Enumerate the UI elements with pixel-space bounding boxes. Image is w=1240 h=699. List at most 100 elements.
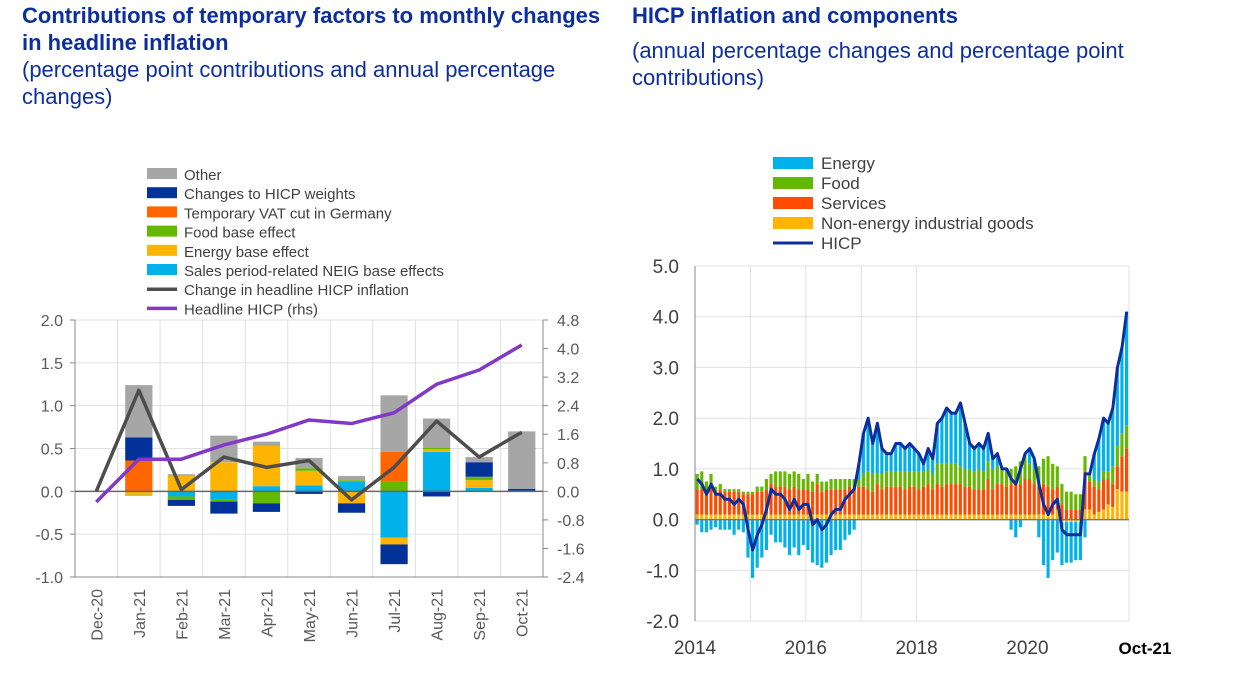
- bar-energy: [1055, 519, 1059, 553]
- bar-food: [704, 481, 708, 492]
- bar-services: [1115, 466, 1119, 490]
- bar-energy: [1083, 519, 1087, 538]
- bar-non-energy-industrial-goods: [977, 514, 981, 520]
- bar-food: [732, 489, 736, 492]
- bar-energy: [838, 519, 842, 550]
- bar-services: [1028, 479, 1032, 515]
- bar-food: [829, 479, 833, 490]
- bar-food: [1092, 479, 1096, 487]
- left-y2-tick-label: 3.2: [557, 370, 579, 387]
- bar-food: [741, 491, 745, 495]
- bar-food: [806, 473, 810, 490]
- bar-food: [787, 473, 792, 490]
- bar-food: [958, 466, 962, 485]
- bar-energy: [875, 423, 879, 474]
- bar-energy: [783, 519, 787, 548]
- bar-energy-base-effect: [423, 449, 451, 452]
- bar-non-energy-industrial-goods: [1092, 514, 1096, 520]
- bar-non-energy-industrial-goods: [792, 514, 796, 520]
- left-x-tick-label: May-21: [302, 589, 319, 642]
- bar-food: [954, 463, 958, 485]
- bar-energy: [737, 519, 741, 530]
- bar-energy: [954, 413, 958, 464]
- bar-energy: [907, 443, 912, 472]
- bar-services: [723, 491, 727, 515]
- bar-food: [755, 486, 759, 492]
- bar-non-energy-industrial-goods: [806, 514, 810, 520]
- left-y2-tick-label: -2.4: [557, 570, 585, 587]
- bar-non-energy-industrial-goods: [1004, 514, 1009, 520]
- legend-swatch-food-base-effect: [147, 225, 177, 237]
- left-x-tick-label: Apr-21: [259, 589, 276, 637]
- bar-food: [861, 473, 865, 487]
- bar-non-energy-industrial-goods: [903, 514, 907, 520]
- bar-energy: [760, 519, 764, 558]
- bar-non-energy-industrial-goods: [991, 514, 995, 520]
- bar-services: [958, 484, 962, 515]
- left-chart-subtitle: (percentage point contributions and annu…: [22, 57, 556, 109]
- bar-energy: [880, 448, 884, 474]
- bar-food: [718, 484, 722, 490]
- bar-energy: [977, 443, 981, 469]
- bar-non-energy-industrial-goods: [847, 514, 852, 520]
- bar-energy: [981, 448, 985, 472]
- bar-energy: [746, 519, 750, 558]
- bar-services: [1004, 486, 1009, 515]
- bar-energy: [714, 519, 718, 528]
- bar-services: [1000, 484, 1004, 515]
- bar-non-energy-industrial-goods: [1074, 519, 1078, 523]
- bar-services: [769, 484, 773, 515]
- bar-non-energy-industrial-goods: [986, 514, 990, 520]
- left-y2-tick-label: 0.0: [557, 484, 579, 501]
- bar-services: [714, 491, 718, 515]
- bar-energy: [787, 519, 792, 556]
- bar-changes-to-hicp-weights: [465, 462, 493, 477]
- bar-food: [963, 468, 967, 487]
- bar-other: [508, 431, 536, 489]
- bar-non-energy-industrial-goods: [718, 514, 722, 520]
- bar-non-energy-industrial-goods: [1124, 491, 1129, 520]
- bar-energy: [727, 519, 732, 530]
- bar-food: [764, 479, 768, 490]
- bar-food: [1083, 456, 1087, 472]
- bar-services: [815, 484, 819, 515]
- bar-services: [760, 491, 764, 515]
- bar-non-energy-industrial-goods: [824, 514, 829, 520]
- line-hicp: [696, 311, 1129, 552]
- bar-food: [1055, 466, 1059, 487]
- bar-energy: [723, 519, 727, 530]
- bar-food: [894, 471, 898, 487]
- bar-non-energy-industrial-goods: [875, 514, 879, 520]
- right-x-tick-label: 2016: [785, 638, 827, 659]
- bar-energy: [1111, 408, 1115, 467]
- bar-food: [824, 481, 829, 490]
- bar-non-energy-industrial-goods: [1083, 509, 1087, 520]
- bar-services: [778, 486, 782, 515]
- bar-services: [1032, 484, 1036, 515]
- right-y-tick-label: 4.0: [653, 308, 679, 329]
- bar-food: [723, 489, 727, 492]
- left-x-tick-label: Sep-21: [472, 589, 489, 641]
- legend-label: Energy base effect: [184, 244, 310, 261]
- bar-changes-to-hicp-weights: [423, 491, 451, 497]
- bar-energy: [949, 413, 953, 464]
- bar-energy: [963, 423, 967, 469]
- bar-non-energy-industrial-goods: [801, 514, 805, 520]
- left-y-tick-label: 0.5: [41, 442, 63, 459]
- bar-sales-period-related-neig-base-effects: [252, 486, 281, 492]
- bar-food: [977, 468, 981, 490]
- legend-label: Changes to HICP weights: [184, 186, 355, 203]
- bar-energy: [986, 433, 990, 462]
- bar-food: [1051, 463, 1055, 490]
- bar-food: [1074, 494, 1078, 510]
- bar-energy: [958, 402, 962, 467]
- bar-services: [880, 489, 884, 515]
- legend-label: Other: [184, 167, 222, 184]
- bar-energy: [755, 519, 759, 568]
- bar-changes-to-hicp-weights: [337, 503, 366, 513]
- bar-non-energy-industrial-goods: [1115, 489, 1119, 520]
- bar-non-energy-industrial-goods: [746, 514, 750, 520]
- bar-energy: [1037, 519, 1041, 538]
- bar-energy: [1028, 448, 1032, 464]
